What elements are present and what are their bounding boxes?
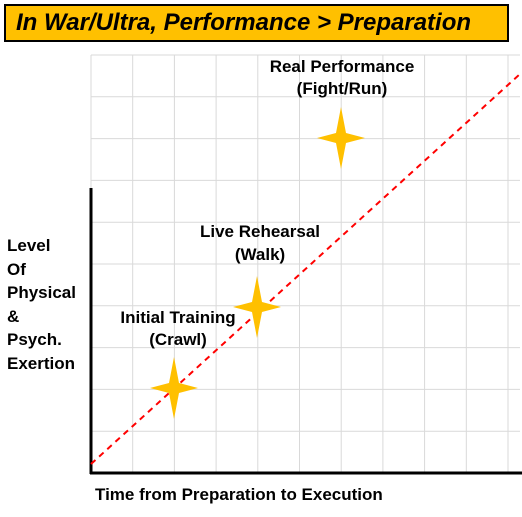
stage-label-live-rehearsal: Live Rehearsal [200,222,320,241]
star-icon-initial-training [150,357,198,419]
stage-label-initial-training: Initial Training [120,308,235,327]
y-axis-label: Level Of Physical & Psych. Exertion [7,234,87,375]
trend-line [90,73,521,465]
background-grid [90,54,520,473]
stage-sublabel-crawl: (Crawl) [149,330,207,349]
y-axis-label-line: Of [7,259,26,279]
title-banner: In War/Ultra, Performance > Preparation [4,4,509,42]
star-icon-real-performance [317,107,365,169]
y-axis-label-line: & [7,306,20,326]
page-title: In War/Ultra, Performance > Preparation [16,9,472,36]
y-axis-label-line: Psych. [7,330,62,349]
y-axis-label-line: Physical [7,283,76,302]
y-axis-label-line: Exertion [7,353,76,373]
stage-label-real-performance: Real Performance [270,57,415,76]
stage-sublabel-walk: (Walk) [235,245,285,264]
y-axis-label-line: Level [7,236,51,255]
x-axis-label: Time from Preparation to Execution [95,485,383,504]
stage-sublabel-fight-run: (Fight/Run) [297,79,388,98]
star-icon-live-rehearsal [233,276,281,338]
